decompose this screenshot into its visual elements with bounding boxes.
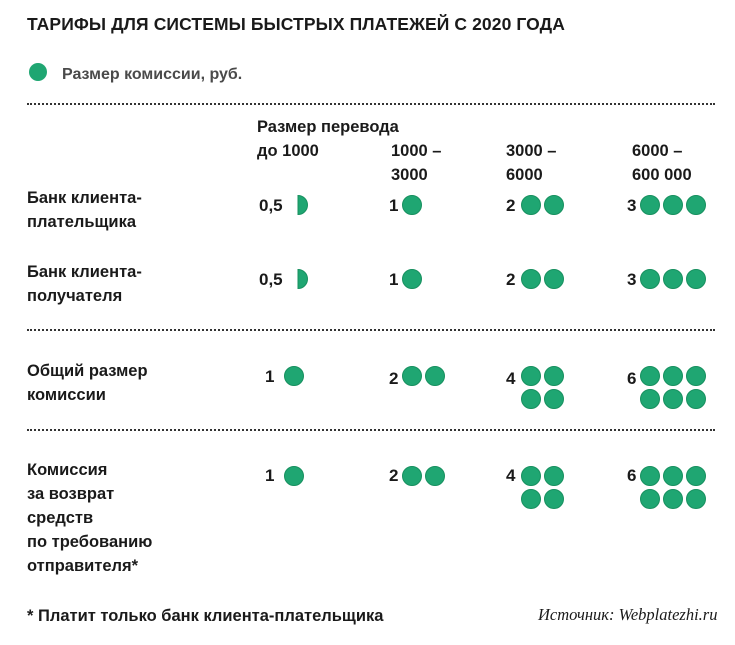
row-label-refund-fee: Комиссия за возврат средств по требовани…: [27, 458, 152, 578]
fee-dot-icon: [640, 269, 660, 289]
fee-dot-icon: [425, 466, 445, 486]
value-label: 2: [506, 270, 516, 289]
fee-dot-icon: [640, 195, 660, 215]
legend-dot-icon: [29, 63, 47, 81]
column-header-1: до 1000: [257, 139, 319, 163]
chart-title: ТАРИФЫ ДЛЯ СИСТЕМЫ БЫСТРЫХ ПЛАТЕЖЕЙ С 20…: [27, 14, 565, 34]
fee-dot-icon: [521, 269, 541, 289]
row-label-receiver-bank-line2: получателя: [27, 287, 123, 305]
fee-dot-icon: [402, 269, 422, 289]
fee-dot-icon: [663, 466, 683, 486]
row-label-payer-bank-line1: Банк клиента-: [27, 189, 142, 207]
row-label-refund-fee-line4: по требованию: [27, 533, 153, 551]
fee-dot-icon: [402, 366, 422, 386]
fee-dot-icon: [686, 489, 706, 509]
value-label: 3: [627, 196, 637, 215]
fee-dot-icon: [544, 466, 564, 486]
source-label: Источник: Webplatezhi.ru: [538, 605, 718, 624]
column-header-2: 1000 – 3000: [391, 139, 441, 187]
value-label: 2: [389, 466, 399, 485]
row-label-refund-fee-line5: отправителя*: [27, 557, 139, 575]
fee-dot-icon: [402, 195, 422, 215]
row-label-refund-fee-line2: за возврат: [27, 485, 115, 503]
fee-dot-icon: [544, 489, 564, 509]
fee-dot-icon: [425, 366, 445, 386]
fee-dot-icon: [544, 195, 564, 215]
row-label-payer-bank-line2: плательщика: [27, 213, 137, 231]
value-label: 4: [506, 466, 516, 485]
fee-dot-icon: [640, 389, 660, 409]
value-label: 1: [265, 367, 275, 386]
value-label: 6: [627, 369, 637, 388]
fee-dot-icon: [686, 389, 706, 409]
fee-dot-icon: [640, 366, 660, 386]
row-label-refund-fee-line3: средств: [27, 509, 94, 527]
value-label: 6: [627, 466, 637, 485]
column-header-3-line1: 3000 –: [506, 142, 557, 160]
fee-dot-icon: [686, 466, 706, 486]
fee-dot-icon: [663, 489, 683, 509]
row-label-total-fee-line2: комиссии: [27, 386, 106, 404]
column-header-4-line1: 6000 –: [632, 142, 683, 160]
separator-middle: [27, 329, 715, 331]
value-label: 3: [627, 270, 637, 289]
legend-label: Размер комиссии, руб.: [62, 66, 243, 83]
fee-dot-icon: [521, 195, 541, 215]
fee-dot-icon: [686, 366, 706, 386]
column-header-2-line2: 3000: [391, 166, 428, 184]
row-label-receiver-bank-line1: Банк клиента-: [27, 263, 142, 281]
column-header-3: 3000 – 6000: [506, 139, 556, 187]
fee-dot-icon: [521, 466, 541, 486]
column-header-prefix: Размер перевода: [257, 118, 399, 136]
value-label: 1: [389, 196, 399, 215]
separator-lower: [27, 429, 715, 431]
half-dot-icon: [297, 194, 308, 216]
fee-dot-icon: [686, 269, 706, 289]
fee-dot-icon: [284, 466, 304, 486]
value-label: 4: [506, 369, 516, 388]
fee-dot-icon: [521, 366, 541, 386]
fee-dot-icon: [284, 366, 304, 386]
value-label: 0,5: [259, 196, 283, 215]
fee-dot-icon: [663, 195, 683, 215]
column-header-2-line1: 1000 –: [391, 142, 442, 160]
value-label: 0,5: [259, 270, 283, 289]
value-label: 2: [389, 369, 399, 388]
fee-dot-icon: [521, 489, 541, 509]
column-header-1-line1: до 1000: [257, 142, 319, 160]
fee-dot-icon: [663, 269, 683, 289]
value-label: 1: [265, 466, 275, 485]
row-label-receiver-bank: Банк клиента- получателя: [27, 260, 142, 308]
footnote: * Платит только банк клиента-плательщика: [27, 607, 384, 625]
column-header-4: 6000 – 600 000: [632, 139, 692, 187]
fee-dot-icon: [640, 489, 660, 509]
column-header-3-line2: 6000: [506, 166, 543, 184]
fee-dot-icon: [521, 389, 541, 409]
value-label: 2: [506, 196, 516, 215]
row-label-payer-bank: Банк клиента- плательщика: [27, 186, 142, 234]
row-label-total-fee-line1: Общий размер: [27, 362, 148, 380]
fee-dot-icon: [686, 195, 706, 215]
row-label-total-fee: Общий размер комиссии: [27, 359, 148, 407]
fee-dot-icon: [640, 466, 660, 486]
fee-dot-icon: [402, 466, 422, 486]
row-label-refund-fee-line1: Комиссия: [27, 461, 108, 479]
fee-dot-icon: [544, 269, 564, 289]
fee-dot-icon: [544, 389, 564, 409]
fee-dot-icon: [544, 366, 564, 386]
separator-top: [27, 103, 715, 105]
fee-dot-icon: [663, 366, 683, 386]
value-label: 1: [389, 270, 399, 289]
column-header-4-line2: 600 000: [632, 166, 692, 184]
half-dot-icon: [297, 268, 308, 290]
fee-dot-icon: [663, 389, 683, 409]
